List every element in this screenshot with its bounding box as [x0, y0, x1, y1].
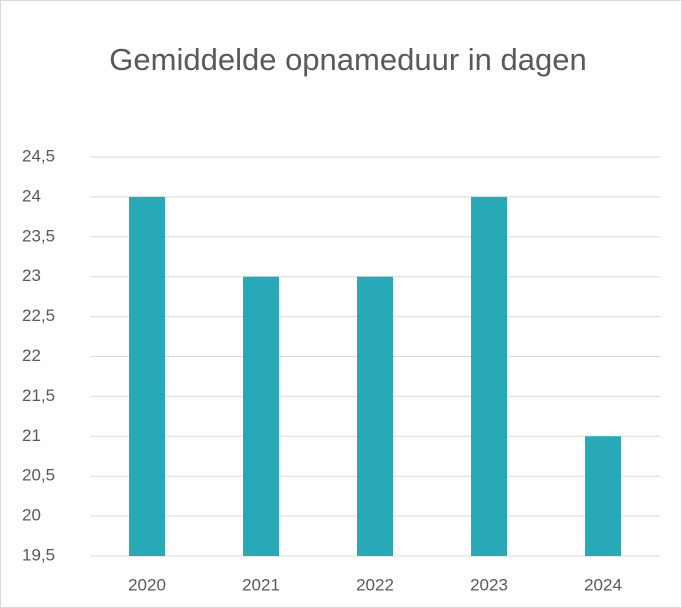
y-tick-label: 24: [22, 186, 41, 205]
y-tick-label: 22: [22, 346, 41, 365]
x-tick-label: 2024: [584, 575, 622, 594]
bar: [585, 436, 621, 556]
bar: [243, 276, 279, 556]
bar: [129, 196, 165, 556]
y-tick-label: 23,5: [22, 226, 55, 245]
bar: [357, 276, 393, 556]
y-tick-label: 21,5: [22, 386, 55, 405]
chart-title: Gemiddelde opnameduur in dagen: [109, 42, 587, 77]
bar: [471, 196, 507, 556]
x-tick-label: 2021: [242, 575, 280, 594]
y-tick-label: 22,5: [22, 306, 55, 325]
y-tick-label: 19,5: [22, 545, 55, 564]
x-tick-label: 2020: [128, 575, 166, 594]
y-tick-label: 20,5: [22, 466, 55, 485]
y-tick-label: 23: [22, 266, 41, 285]
x-tick-label: 2023: [470, 575, 508, 594]
y-tick-label: 21: [22, 426, 41, 445]
x-tick-label: 2022: [356, 575, 394, 594]
y-tick-label: 20: [22, 506, 41, 525]
y-tick-label: 24,5: [22, 146, 55, 165]
